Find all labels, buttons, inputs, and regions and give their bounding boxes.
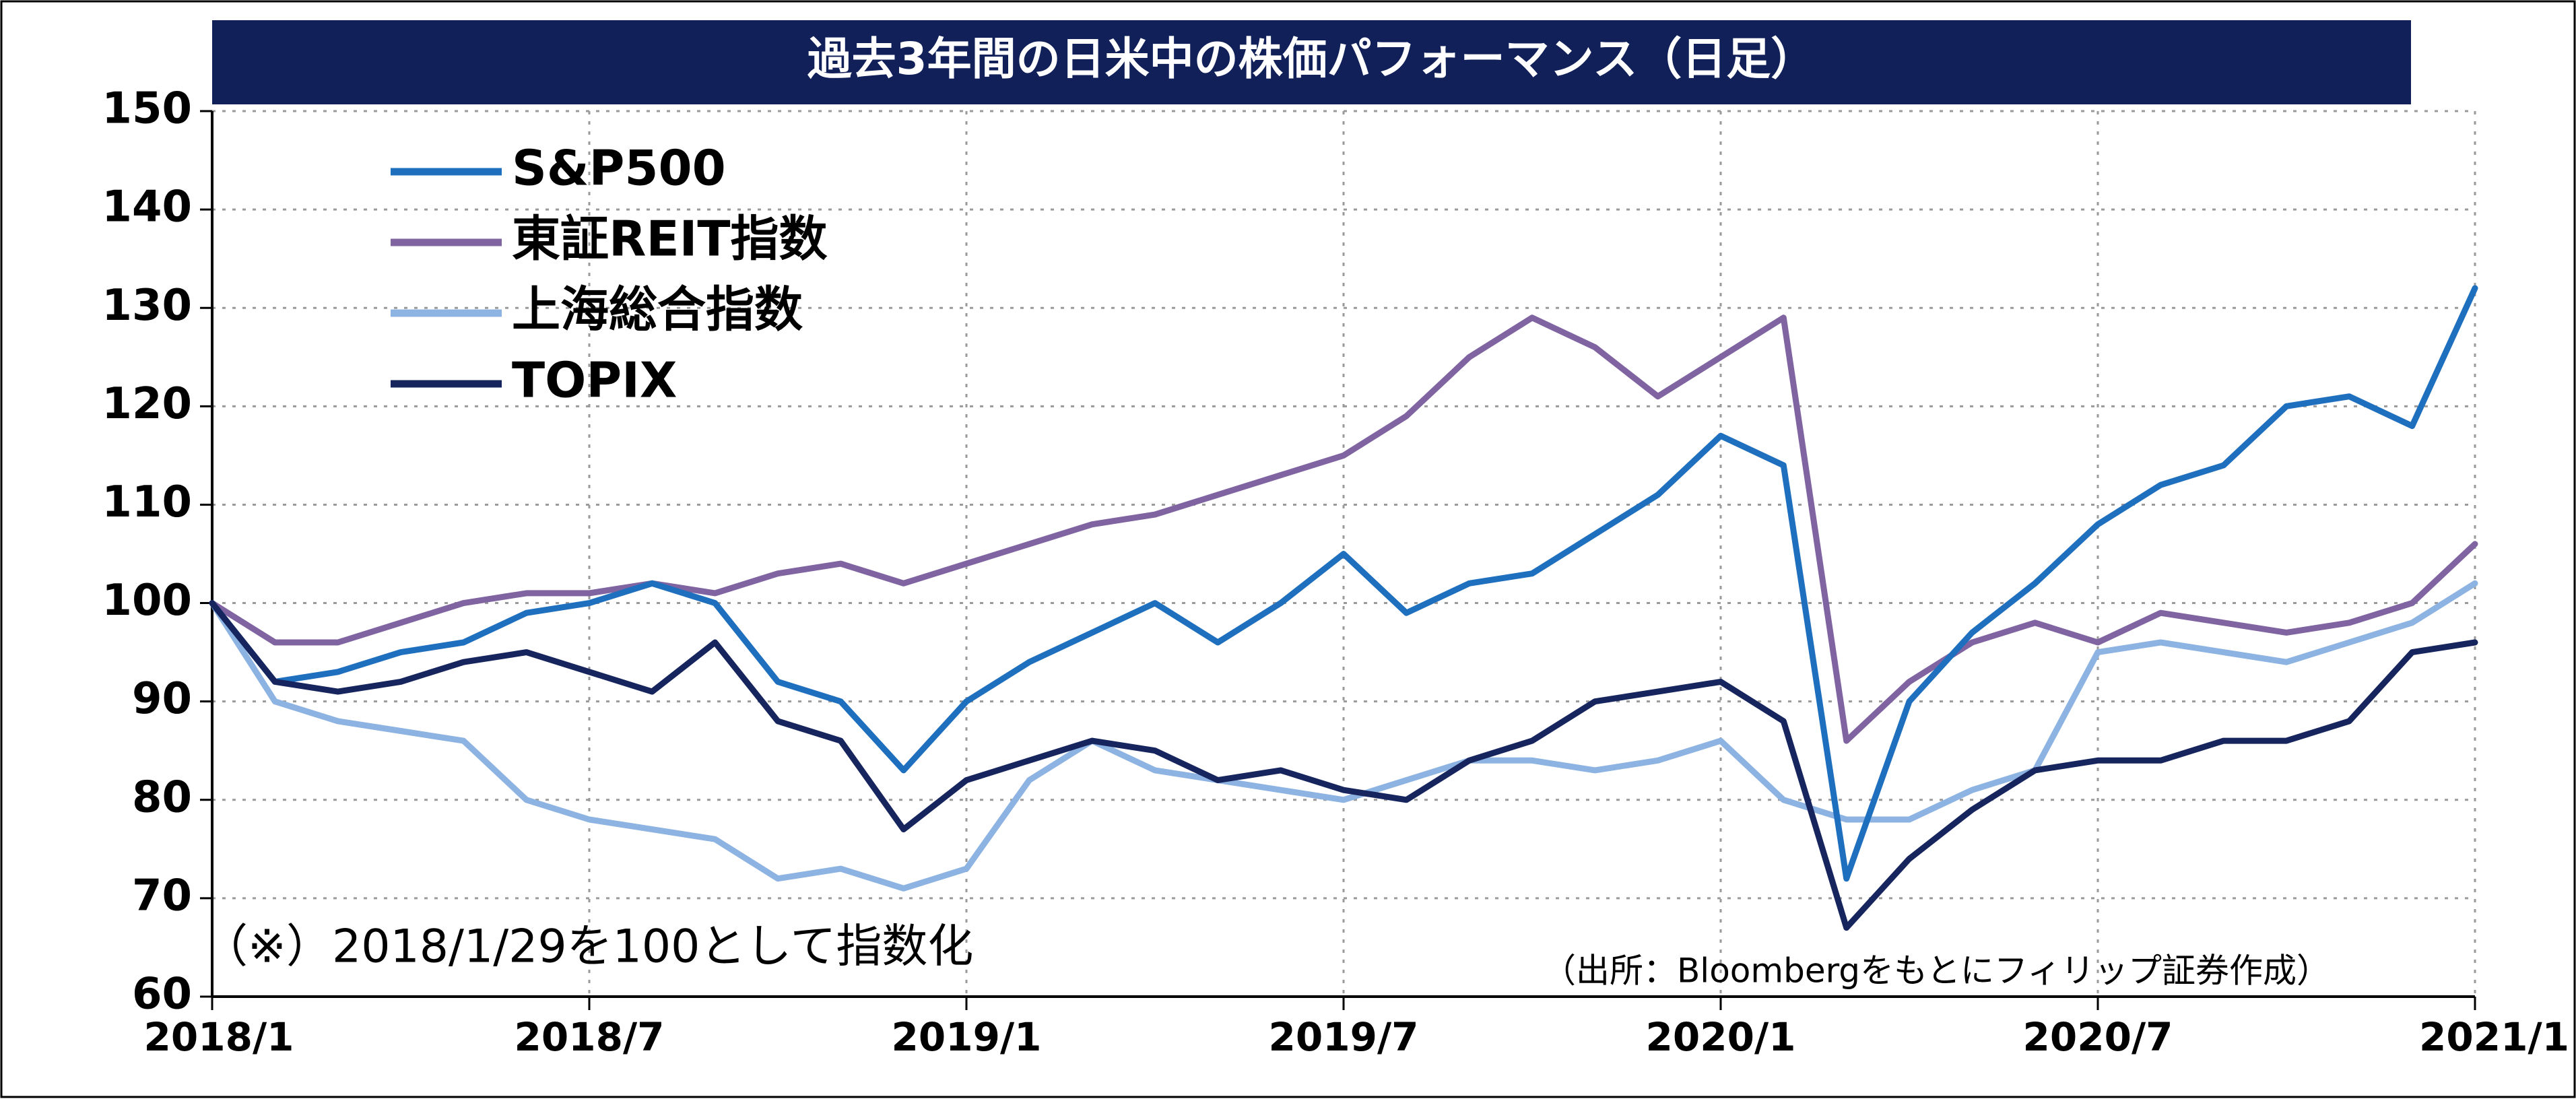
- x-tick-label: 2018/1: [144, 1014, 294, 1060]
- y-tick-label: 80: [132, 772, 192, 822]
- index-note: （※）2018/1/29を100として指数化: [202, 921, 973, 974]
- y-tick-label: 110: [102, 477, 192, 527]
- series-line-2: [209, 580, 2478, 892]
- y-tick-label: 140: [102, 182, 192, 232]
- x-tick-label: 2020/7: [2023, 1014, 2173, 1060]
- chart-title: 過去3年間の日米中の株価パフォーマンス（日足）: [807, 33, 1816, 85]
- legend-label-1: 東証REIT指数: [512, 211, 828, 267]
- legend-label-2: 上海総合指数: [512, 281, 803, 338]
- axes: 60 70 80 90 100 110 120 130 140 150 2018/1 2018/7 20…: [102, 84, 2569, 1060]
- series-lines: [209, 285, 2478, 931]
- x-tick-label: 2018/7: [515, 1014, 665, 1060]
- legend-label-0: S&P500: [512, 140, 726, 197]
- source-note: （出所：Bloombergをもとにフィリップ証券作成）: [1542, 952, 2330, 991]
- series-line-3: [209, 600, 2478, 931]
- series-line-0: [209, 285, 2478, 882]
- x-tick-label: 2019/7: [1269, 1014, 1419, 1060]
- y-tick-label: 70: [132, 871, 192, 921]
- legend-label-3: TOPIX: [512, 352, 677, 409]
- y-tick-label: 150: [102, 84, 192, 134]
- title-banner: [212, 20, 2411, 104]
- y-tick-label: 100: [102, 576, 192, 626]
- y-tick-label: 120: [102, 379, 192, 429]
- y-tick-label: 90: [132, 674, 192, 724]
- series-line-1: [209, 314, 2478, 744]
- y-tick-label: 60: [132, 970, 192, 1020]
- x-tick-label: 2020/1: [1646, 1014, 1796, 1060]
- x-tick-label: 2019/1: [892, 1014, 1042, 1060]
- y-tick-label: 130: [102, 281, 192, 331]
- x-tick-label: 2021/1: [2419, 1014, 2569, 1060]
